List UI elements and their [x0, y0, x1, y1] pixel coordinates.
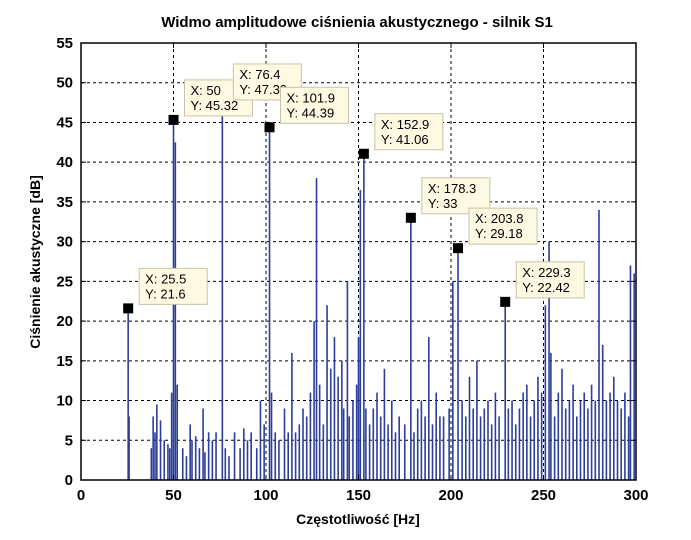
y-tick-label: 15 [56, 353, 73, 370]
y-tick-label: 10 [56, 393, 73, 410]
axis-ticks: 0 50 100 150 200 250 300 0 5 10 15 20 25 30 35 40 45 50 55 [56, 35, 648, 504]
datatip-marker[interactable] [358, 148, 369, 159]
datatip-x-value: X: 25.5 [145, 271, 186, 286]
datatip-box [374, 113, 444, 151]
x-tick-label: 0 [77, 487, 85, 504]
x-tick-label: 250 [531, 487, 556, 504]
datatip-marker[interactable] [500, 296, 511, 307]
datatip-box [515, 261, 585, 299]
x-tick-label: 50 [165, 487, 182, 504]
datatip-y-value: Y: 45.32 [191, 98, 239, 113]
datatip-x-value: X: 50 [191, 83, 221, 98]
datatip[interactable]: X: 25.5Y: 21.6 [138, 267, 208, 305]
datatip-box [468, 207, 538, 245]
datatip[interactable]: X: 203.8Y: 29.18 [468, 207, 538, 245]
datatip-x-value: X: 152.9 [381, 117, 429, 132]
datatip-marker[interactable] [123, 303, 134, 314]
y-tick-label: 30 [56, 234, 73, 251]
datatip-y-value: Y: 41.06 [381, 132, 429, 147]
datatip-marker[interactable] [264, 122, 275, 133]
x-tick-label: 100 [253, 487, 278, 504]
datatip-marker[interactable] [168, 114, 179, 125]
datatip-box [280, 86, 350, 124]
x-axis-label: Częstotliwość [Hz] [296, 511, 420, 527]
y-tick-label: 35 [56, 194, 73, 211]
datatip-box [138, 267, 208, 305]
datatip-y-value: Y: 47.33 [239, 82, 287, 97]
datatip-y-value: Y: 21.6 [145, 286, 185, 301]
datatips: X: 25.5Y: 21.6 X: 50Y: 45.32 X: 76.4Y: 47.… [138, 63, 585, 305]
datatip-marker[interactable] [453, 243, 464, 254]
datatip-y-value: Y: 44.39 [287, 105, 335, 120]
datatip-x-value: X: 101.9 [287, 90, 335, 105]
datatip[interactable]: X: 101.9Y: 44.39 [280, 86, 350, 124]
datatip-y-value: Y: 29.18 [475, 226, 523, 241]
y-tick-label: 45 [56, 114, 73, 131]
y-axis-label: Ciśnienie akustyczne [dB] [27, 175, 43, 349]
datatip-x-value: X: 178.3 [428, 181, 476, 196]
datatip-marker[interactable] [405, 212, 416, 223]
y-tick-label: 50 [56, 75, 73, 92]
series-stems [127, 103, 635, 480]
x-tick-label: 200 [438, 487, 463, 504]
y-tick-label: 25 [56, 273, 73, 290]
y-tick-label: 0 [65, 472, 73, 489]
datatip-x-value: X: 203.8 [475, 211, 523, 226]
x-tick-label: 150 [346, 487, 371, 504]
y-tick-label: 40 [56, 154, 73, 171]
spectrum-series [127, 103, 635, 480]
datatip-y-value: Y: 22.42 [522, 280, 570, 295]
datatip-x-value: X: 76.4 [239, 67, 280, 82]
datatip[interactable]: X: 152.9Y: 41.06 [374, 113, 444, 151]
datatip-y-value: Y: 33 [428, 196, 458, 211]
y-tick-label: 20 [56, 313, 73, 330]
datatip-x-value: X: 229.3 [522, 265, 570, 280]
y-tick-label: 5 [65, 432, 73, 449]
y-tick-label: 55 [56, 35, 73, 52]
chart-title: Widmo amplitudowe ciśnienia akustycznego… [161, 14, 553, 31]
datatip[interactable]: X: 229.3Y: 22.42 [515, 261, 585, 299]
x-tick-label: 300 [623, 487, 648, 504]
